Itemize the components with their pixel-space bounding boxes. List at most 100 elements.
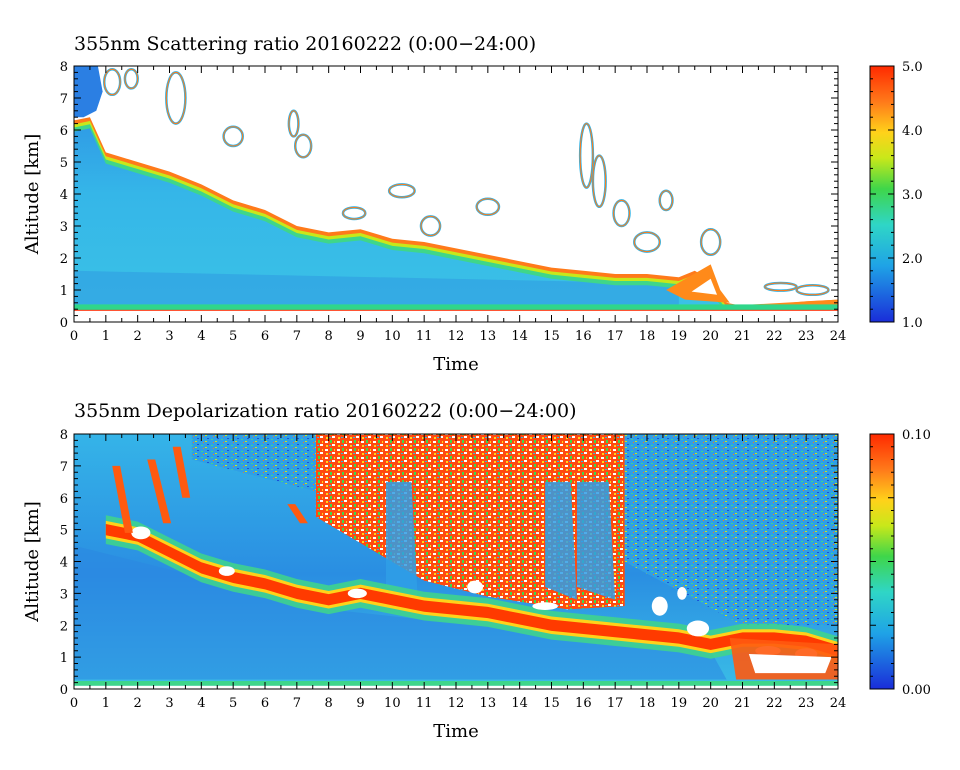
x-axis-label: Time <box>433 354 478 375</box>
cloud-fragment-edge <box>633 231 661 253</box>
depolarization-ratio-panel: 355nm Depolarization ratio 20160222 (0:0… <box>22 400 931 742</box>
chart-title: 355nm Depolarization ratio 20160222 (0:0… <box>74 400 576 422</box>
high-streak <box>287 504 308 524</box>
upper-aerosol-patch <box>74 66 103 118</box>
x-tick-label: 24 <box>830 696 847 711</box>
cloud-fragment-edge <box>659 190 673 211</box>
cloud-fragment-edge <box>476 198 500 216</box>
x-tick-label: 3 <box>165 329 173 344</box>
lower-right-core <box>748 653 832 674</box>
y-tick-label: 8 <box>60 60 68 75</box>
y-tick-label: 4 <box>60 188 68 203</box>
cloud-fragment-edge <box>223 126 244 147</box>
y-tick-label: 3 <box>60 220 68 235</box>
x-tick-label: 24 <box>830 329 847 344</box>
low-depol-column <box>385 481 418 600</box>
cloud-core <box>467 580 484 594</box>
cloud-fragment-edge <box>342 206 366 220</box>
x-tick-label: 2 <box>134 696 142 711</box>
cloud-core <box>131 526 151 540</box>
x-tick-label: 11 <box>416 329 433 344</box>
x-tick-label: 17 <box>607 329 624 344</box>
surface-layer <box>74 304 838 311</box>
x-tick-label: 19 <box>671 696 688 711</box>
colorbar-tick-label: 0.10 <box>902 428 931 443</box>
y-tick-label: 0 <box>60 683 68 698</box>
cloud-core <box>532 602 558 610</box>
x-tick-label: 9 <box>356 696 364 711</box>
y-tick-label: 8 <box>60 428 68 443</box>
x-tick-label: 10 <box>384 329 401 344</box>
cloud-fragment-edge <box>592 155 607 208</box>
y-axis: 0 1 2 3 4 5 6 7 8 <box>60 428 838 698</box>
colorbar-tick-label: 0.00 <box>902 683 931 698</box>
cloud-core <box>347 588 367 599</box>
y-axis-label: Altitude [km] <box>22 134 43 256</box>
cloud-core <box>651 596 668 616</box>
y-tick-label: 4 <box>60 556 68 571</box>
x-axis-label: Time <box>433 721 478 742</box>
cloud-fragment-edge <box>579 123 594 189</box>
cloud-fragment-edge <box>165 71 186 125</box>
high-streak <box>112 465 133 533</box>
cloud-fragment-edge <box>420 215 441 237</box>
x-tick-label: 7 <box>293 696 301 711</box>
colorbar: 5.0 4.0 3.0 2.0 1.0 <box>869 60 923 331</box>
cloud-fragment-edge <box>294 134 312 158</box>
noisy-left-region <box>191 434 316 492</box>
scattering-heatmap <box>74 66 838 322</box>
y-axis: 0 1 2 3 4 5 6 7 8 <box>60 60 838 331</box>
x-tick-label: 4 <box>197 696 205 711</box>
x-tick-label: 18 <box>639 329 656 344</box>
colorbar: 0.10 0.00 <box>869 428 931 698</box>
y-tick-label: 2 <box>60 619 68 634</box>
y-tick-label: 3 <box>60 587 68 602</box>
cloud-fragment-edge <box>796 284 829 296</box>
x-tick-label: 13 <box>480 329 497 344</box>
x-tick-label: 5 <box>229 696 237 711</box>
y-tick-label: 1 <box>60 651 68 666</box>
x-tick-label: 20 <box>702 329 719 344</box>
noisy-right-region <box>624 434 838 626</box>
x-tick-label: 10 <box>384 696 401 711</box>
x-tick-label: 19 <box>671 329 688 344</box>
x-tick-label: 20 <box>702 696 719 711</box>
low-cloud-core <box>691 278 718 295</box>
x-tick-label: 14 <box>511 329 528 344</box>
x-tick-label: 4 <box>197 329 205 344</box>
y-tick-label: 5 <box>60 524 68 539</box>
high-streak <box>147 459 172 524</box>
x-tick-label: 1 <box>102 329 110 344</box>
x-tick-label: 23 <box>798 696 815 711</box>
cloud-fragment-edge <box>764 282 798 292</box>
x-tick-label: 15 <box>543 329 560 344</box>
y-tick-label: 0 <box>60 316 68 331</box>
y-axis-label: Altitude [km] <box>22 501 43 623</box>
x-tick-label: 17 <box>607 696 624 711</box>
x-tick-label: 16 <box>575 329 592 344</box>
cloud-fragment-edge <box>613 199 630 227</box>
cloud-fragment-edge <box>103 68 121 96</box>
low-depol-column <box>576 481 616 600</box>
chart-title: 355nm Scattering ratio 20160222 (0:00−24… <box>74 33 536 55</box>
cloud-core <box>677 587 687 600</box>
y-tick-label: 1 <box>60 284 68 299</box>
x-tick-label: 11 <box>416 696 433 711</box>
cloud-fragment-edge <box>700 228 721 256</box>
colorbar-tick-label: 3.0 <box>902 188 923 203</box>
y-tick-label: 7 <box>60 460 68 475</box>
colorbar-tick-label: 4.0 <box>902 124 923 139</box>
cloud-core <box>686 620 710 637</box>
scattering-ratio-panel: 355nm Scattering ratio 20160222 (0:00−24… <box>22 33 923 375</box>
x-tick-label: 8 <box>325 329 333 344</box>
cloud-fragment-edge <box>124 68 139 89</box>
y-tick-label: 2 <box>60 252 68 267</box>
x-tick-label: 0 <box>70 329 78 344</box>
cloud-core <box>218 566 235 576</box>
x-tick-label: 22 <box>766 696 783 711</box>
y-tick-label: 6 <box>60 492 68 507</box>
x-tick-label: 0 <box>70 696 78 711</box>
x-tick-label: 21 <box>734 329 751 344</box>
x-tick-label: 15 <box>543 696 560 711</box>
